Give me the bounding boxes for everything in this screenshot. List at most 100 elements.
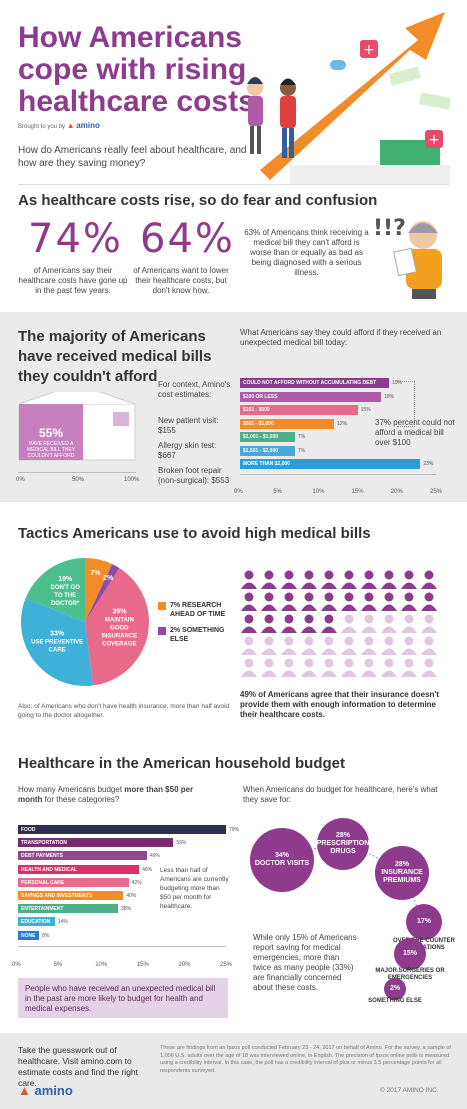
woman-body [248, 96, 263, 126]
stat-74-text: of Americans say their healthcare costs … [18, 266, 128, 295]
intro-text: How do Americans really feel about healt… [18, 145, 247, 169]
bar-label: COULD NOT AFFORD WITHOUT ACCUMULATING DE… [243, 380, 377, 386]
budget-side-note: Less than half of Americans are currentl… [160, 867, 229, 910]
confused-person-illustration: !!? [373, 216, 442, 299]
bubble-insurance-premiums: 28% INSURANCE PREMIUMS [375, 846, 429, 900]
bar-personal-care: PERSONAL CARE [18, 877, 129, 887]
stat-63-text: 63% of Americans think receiving a medic… [244, 228, 369, 277]
person-icon [401, 614, 417, 633]
bar-value: 19% [391, 380, 402, 386]
bar-food: FOOD [18, 825, 226, 834]
axis-tick: 15% [136, 962, 149, 968]
pie-slice-research-ahead-of-time [85, 558, 113, 622]
divider [18, 184, 449, 185]
footer-cta: Take the guesswork out of healthcare. Vi… [18, 1045, 139, 1088]
bar-label: $1,501 - $2,000 [243, 447, 279, 454]
bar-none: NONE [18, 930, 40, 940]
person-icon [301, 658, 317, 677]
person-icon [281, 570, 297, 589]
person-icon [381, 658, 397, 677]
bar-could-not-afford-without-accumulating-debt: COULD NOT AFFORD WITHOUT ACCUMULATING DE… [240, 378, 389, 388]
person-icon [421, 636, 437, 655]
amino-logo-icon: ▲ [66, 121, 75, 130]
bar-label: PERSONAL CARE [21, 879, 65, 886]
bubble-over-the-counter-medications: 17%OVER THE COUNTER MEDICATIONS [393, 904, 455, 951]
person-icon [381, 636, 397, 655]
person-icon [401, 570, 417, 589]
bar-label: HEALTH AND MEDICAL [21, 866, 78, 873]
footer-copyright: © 2017 AMINO INC. [380, 1087, 439, 1094]
bubble-major-surgeries-or-emergencies: 15% MAJOR SURGERIES OR EMERGENCIES [375, 938, 445, 981]
pie-category-label: USE PREVENTIVE [31, 640, 83, 646]
section1-title: As healthcare costs rise, so do fear and… [18, 192, 378, 209]
cost-2: Allergy skin test: $667 [158, 441, 217, 460]
afford-chart: COULD NOT AFFORD WITHOUT ACCUMULATING DE… [240, 378, 436, 474]
pie-slice-use-preventive-care [20, 598, 94, 686]
person-icon [241, 570, 257, 589]
bar-education: EDUCATION [18, 917, 55, 927]
bubbles-bottom-note: While only 15% of Americans report savin… [253, 933, 357, 992]
section2-title: The majority of Americans have received … [18, 328, 212, 385]
pie-value-label: 19% [58, 576, 73, 583]
bar-label: NONE [21, 932, 36, 939]
person-icon [361, 636, 377, 655]
person-icon [281, 658, 297, 677]
axis-tick: 20% [390, 489, 403, 495]
person-icon [421, 592, 437, 611]
bubble-label: DOCTOR VISITS [254, 860, 310, 867]
pie-category-label: COVERAGE [102, 642, 136, 648]
pie-category-label: MAINTAIN [105, 618, 134, 624]
person-icon [301, 592, 317, 611]
bar-label: $101 - $500 [243, 407, 270, 413]
bar-value: 59% [176, 840, 187, 847]
person-icon [341, 592, 357, 611]
medical-cross-icon-2 [425, 130, 443, 148]
bar-value: 42% [131, 879, 142, 886]
env-tick-0: 0% [16, 477, 25, 483]
stat-64-value: 64% [140, 216, 235, 262]
person-icon [381, 592, 397, 611]
bubble-value: 28% [335, 832, 350, 839]
person-icon [421, 614, 437, 633]
person-icon [321, 658, 337, 677]
person-icon [361, 570, 377, 589]
bubble-doctor-visits: 34% DOCTOR VISITS [250, 828, 314, 892]
bubble-value: 17% [416, 918, 431, 925]
bar-value: 49% [150, 853, 161, 860]
person-icon [301, 570, 317, 589]
person-icon [401, 658, 417, 677]
person-icon [401, 592, 417, 611]
pie-category-label: TO THE [54, 593, 76, 599]
person-icon [341, 636, 357, 655]
person-icon [321, 570, 337, 589]
stat-74-value: 74% [28, 216, 123, 262]
person-icon [421, 658, 437, 677]
person-icon [241, 592, 257, 611]
bar-more-than-2-000: MORE THAN $2,000 [240, 459, 421, 469]
axis-tick: 25% [430, 489, 443, 495]
bubble-prescription-drugs: 28% PRESCRIPTION DRUGS [317, 818, 369, 870]
axis-tick: 20% [178, 962, 191, 968]
bar-value: 46% [142, 866, 153, 873]
person-icon [321, 614, 337, 633]
people-text: 49% of Americans agree that their insura… [240, 690, 439, 719]
pie-value-label: 33% [50, 631, 65, 638]
footer-logo[interactable]: ▲ amino [18, 1083, 73, 1098]
bar-label: TRANSPORTATION [21, 840, 67, 847]
bubble-value: 28% [394, 861, 409, 868]
bar--501-1-000: $501 - $1,000 [240, 418, 335, 429]
person-icon [341, 614, 357, 633]
pill-icon [330, 60, 346, 70]
axis-tick: 10% [95, 962, 108, 968]
bar--101-500: $101 - $500 [240, 405, 358, 415]
person-icon [361, 658, 377, 677]
man-body [280, 96, 296, 128]
budget-purple-box: People who have received an unexpected m… [18, 978, 228, 1018]
bubble-value: 15% [402, 950, 417, 957]
bubble-label: MAJOR SURGERIES OR EMERGENCIES [375, 968, 445, 981]
bar-value: 7% [297, 434, 306, 440]
bar-value: 23% [423, 461, 434, 467]
bubble-value: 2% [389, 985, 401, 992]
person-icon [281, 614, 297, 633]
person-icon [261, 658, 277, 677]
